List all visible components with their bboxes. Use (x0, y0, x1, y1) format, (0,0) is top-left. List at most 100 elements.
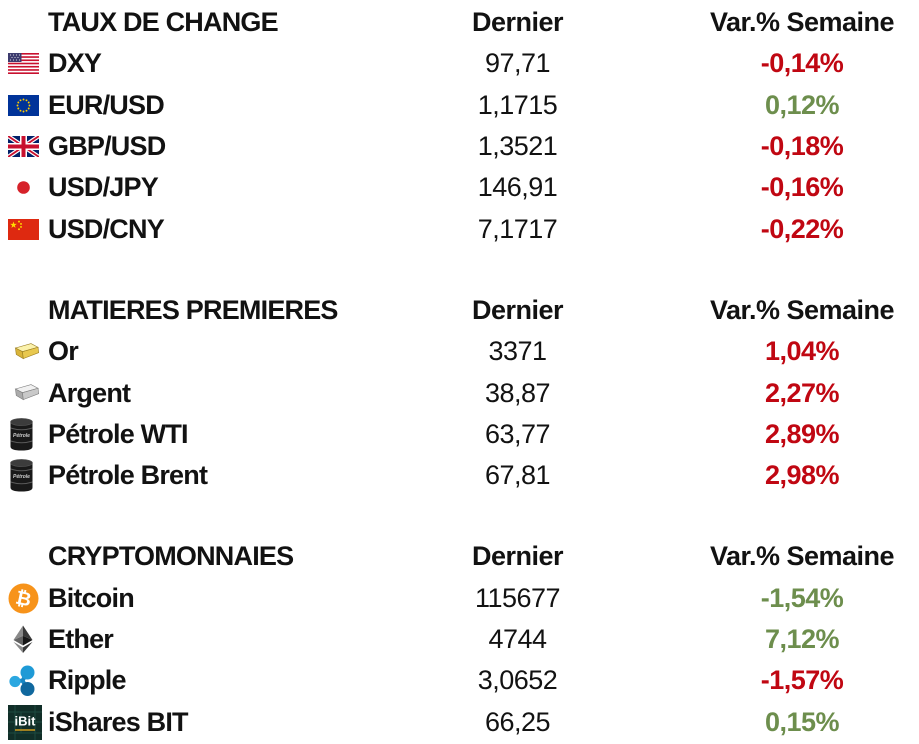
asset-label: Bitcoin (48, 582, 135, 613)
table-row: Pétrole Pétrole Brent 67,81 2,98% (0, 455, 919, 496)
change-value: 1,04% (764, 336, 840, 367)
table-row: Ripple 3,0652 -1,57% (0, 660, 919, 701)
header-icon-spacer (0, 2, 48, 43)
last-value: 4744 (488, 624, 547, 654)
ripple-icon (8, 665, 40, 697)
asset-icon-cell: Pétrole (0, 455, 48, 496)
asset-label: USD/JPY (48, 172, 159, 203)
asset-label: Pétrole WTI (48, 418, 189, 449)
cn-flag-icon (8, 218, 39, 240)
last-value: 66,25 (484, 706, 551, 737)
uk-flag-icon (8, 136, 39, 158)
table-row: ₿ Bitcoin 115677 -1,54% (0, 578, 919, 619)
table-row: DXY 97,71 -0,14% (0, 43, 919, 84)
last-value: 3,0652 (477, 665, 558, 696)
asset-icon-cell: iBit (0, 701, 48, 742)
section-header-row: TAUX DE CHANGE Dernier Var.% Semaine (0, 2, 919, 43)
section-header-row: MATIERES PREMIERES Dernier Var.% Semaine (0, 290, 919, 331)
change-value: 2,27% (764, 377, 840, 408)
asset-icon-cell (0, 619, 48, 660)
last-value: 67,81 (484, 460, 551, 491)
change-value: -0,14% (760, 48, 844, 79)
asset-label: Pétrole Brent (48, 460, 208, 491)
last-value: 1,1715 (477, 89, 558, 120)
section-1: MATIERES PREMIERES Dernier Var.% Semaine O… (0, 290, 919, 496)
change-value: -0,16% (760, 172, 844, 203)
change-value: -1,54% (760, 582, 844, 613)
asset-label: Ripple (48, 665, 127, 696)
asset-icon-cell (0, 660, 48, 701)
us-flag-icon (8, 53, 39, 75)
last-value: 97,71 (484, 48, 551, 79)
asset-icon-cell: Pétrole (0, 414, 48, 455)
bitcoin-icon: ₿ (8, 583, 39, 614)
table-row: Pétrole Pétrole WTI 63,77 2,89% (0, 414, 919, 455)
section-spacer (0, 250, 919, 290)
asset-label: USD/CNY (48, 213, 165, 244)
asset-label: Ether (48, 624, 114, 654)
asset-icon-cell (0, 43, 48, 84)
asset-icon-cell (0, 331, 48, 372)
last-value: 63,77 (484, 418, 551, 449)
eu-flag-icon (8, 94, 39, 116)
gold-bar-icon (8, 340, 41, 364)
header-icon-spacer (0, 290, 48, 331)
table-row: GBP/USD 1,3521 -0,18% (0, 126, 919, 167)
asset-icon-cell (0, 167, 48, 208)
column-header-change: Var.% Semaine (709, 7, 895, 38)
section-title: MATIERES PREMIERES (48, 294, 338, 325)
last-value: 146,91 (477, 172, 558, 203)
table-row: EUR/USD 1,1715 0,12% (0, 85, 919, 126)
column-header-change: Var.% Semaine (709, 541, 895, 572)
change-value: -0,18% (760, 131, 844, 162)
silver-bar-icon (8, 381, 41, 405)
asset-icon-cell (0, 372, 48, 413)
section-spacer (0, 496, 919, 536)
section-0: TAUX DE CHANGE Dernier Var.% Semaine DXY 97… (0, 2, 919, 250)
asset-label: iShares BIT (48, 706, 189, 737)
change-value: 0,12% (764, 89, 840, 120)
column-header-last: Dernier (471, 541, 564, 572)
last-value: 3371 (488, 336, 547, 367)
last-value: 7,1717 (477, 213, 558, 244)
oil-barrel-icon: Pétrole (8, 417, 35, 452)
asset-icon-cell (0, 208, 48, 249)
change-value: -1,57% (760, 665, 844, 696)
header-icon-spacer (0, 536, 48, 577)
change-value: 0,15% (764, 706, 840, 737)
change-value: 7,12% (764, 624, 840, 654)
ishares-bit-icon: iBit (8, 704, 42, 740)
change-value: 2,89% (764, 418, 840, 449)
table-row: Or 3371 1,04% (0, 331, 919, 372)
change-value: -0,22% (760, 213, 844, 244)
svg-text:Pétrole: Pétrole (13, 433, 30, 439)
oil-barrel-icon: Pétrole (8, 458, 35, 493)
asset-label: Argent (48, 377, 131, 408)
asset-label: DXY (48, 48, 102, 79)
column-header-change: Var.% Semaine (709, 294, 895, 325)
section-title: CRYPTOMONNAIES (48, 541, 294, 572)
ethereum-icon (8, 624, 38, 655)
change-value: 2,98% (764, 460, 840, 491)
asset-icon-cell: ₿ (0, 578, 48, 619)
column-header-last: Dernier (471, 7, 564, 38)
section-2: CRYPTOMONNAIES Dernier Var.% Semaine ₿ Bitc… (0, 536, 919, 742)
svg-text:iBit: iBit (15, 713, 37, 728)
asset-icon-cell (0, 126, 48, 167)
svg-text:₿: ₿ (14, 586, 34, 611)
last-value: 38,87 (484, 377, 551, 408)
jp-flag-icon (8, 177, 39, 199)
asset-label: GBP/USD (48, 131, 166, 162)
table-row: USD/CNY 7,1717 -0,22% (0, 208, 919, 249)
table-row: iBit iShares BIT 66,25 0,15% (0, 701, 919, 742)
column-header-last: Dernier (471, 294, 564, 325)
table-row: Ether 4744 7,12% (0, 619, 919, 660)
table-row: Argent 38,87 2,27% (0, 372, 919, 413)
asset-label: Or (48, 336, 79, 367)
svg-text:Pétrole: Pétrole (13, 474, 30, 480)
last-value: 115677 (474, 582, 561, 613)
section-header-row: CRYPTOMONNAIES Dernier Var.% Semaine (0, 536, 919, 577)
table-row: USD/JPY 146,91 -0,16% (0, 167, 919, 208)
